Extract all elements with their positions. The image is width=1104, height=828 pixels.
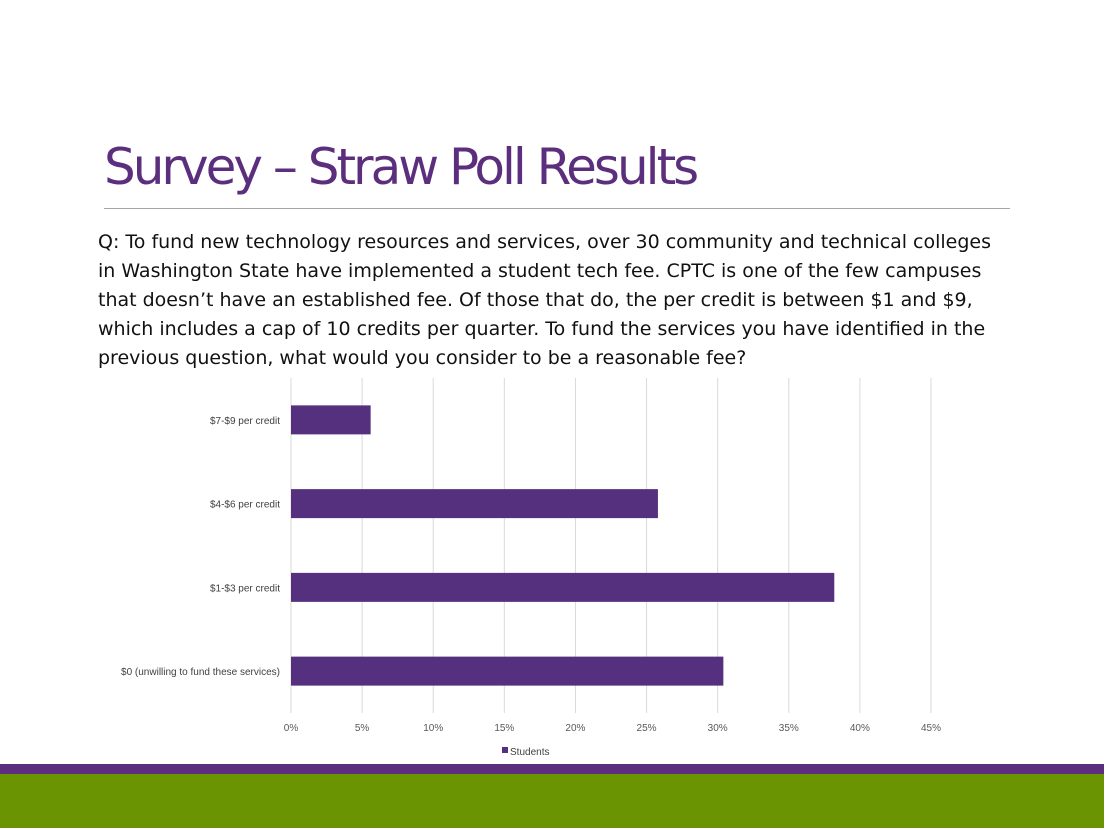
category-label: $1-$3 per credit (210, 583, 280, 594)
x-tick-label: 35% (779, 723, 799, 734)
x-tick-label: 45% (921, 723, 941, 734)
bar (291, 572, 835, 602)
slide-title: Survey – Straw Poll Results (104, 138, 699, 196)
x-tick-label: 10% (423, 723, 443, 734)
bar (291, 489, 658, 519)
legend-swatch (502, 747, 508, 753)
chart-legend: Students (502, 747, 549, 758)
x-tick-label: 0% (284, 723, 299, 734)
bar (291, 405, 371, 435)
bar (291, 656, 724, 686)
bar-chart: $7-$9 per credit $4-$6 per credit $1-$3 pe… (121, 378, 941, 758)
category-label: $0 (unwilling to fund these services) (121, 667, 280, 678)
x-tick-label: 20% (565, 723, 585, 734)
legend-label: Students (510, 747, 549, 758)
chart-category-labels: $7-$9 per credit $4-$6 per credit $1-$3 pe… (121, 416, 280, 678)
x-tick-label: 30% (708, 723, 728, 734)
category-label: $4-$6 per credit (210, 500, 280, 511)
category-label: $7-$9 per credit (210, 416, 280, 427)
title-divider (104, 208, 1010, 209)
x-tick-label: 25% (637, 723, 657, 734)
footer-band-green (0, 774, 1104, 828)
chart-bars (291, 405, 835, 686)
x-tick-label: 15% (494, 723, 514, 734)
footer-band-purple (0, 764, 1104, 774)
chart-x-tick-labels: 0% 5% 10% 15% 20% 25% 30% 35% 40% 45% (284, 723, 941, 734)
survey-question: Q: To fund new technology resources and … (98, 231, 992, 369)
x-tick-label: 40% (850, 723, 870, 734)
x-tick-label: 5% (355, 723, 370, 734)
